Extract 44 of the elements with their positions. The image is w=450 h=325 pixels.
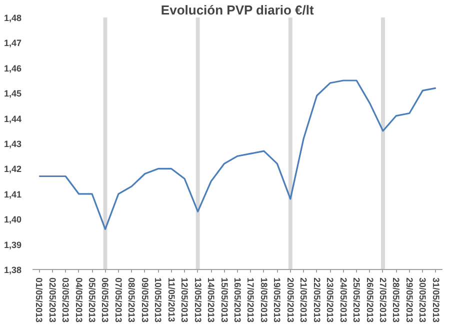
x-tick-label: 10/05/2013 [153,278,164,323]
y-tick-label: 1,41 [4,189,22,200]
x-tick-label: 06/05/2013 [100,278,110,323]
x-tick-label: 15/05/2013 [219,278,230,323]
y-tick-label: 1,40 [4,214,22,225]
x-tick-label: 14/05/2013 [206,278,216,323]
x-tick-label: 07/05/2013 [113,278,124,323]
y-tick-label: 1,45 [4,88,22,99]
x-tick-label: 26/05/2013 [364,278,375,323]
x-tick-label: 23/05/2013 [325,278,336,323]
x-tick-label: 08/05/2013 [126,278,137,323]
line-series [38,80,437,230]
x-tick-label: 24/05/2013 [338,278,348,323]
x-tick-label: 21/05/2013 [298,278,309,323]
y-tick-label: 1,42 [4,164,22,174]
x-tick-label: 30/05/2013 [418,278,428,323]
x-tick-label: 03/05/2013 [60,278,71,323]
y-tick-label: 1,48 [4,13,22,23]
x-tick-label: 28/05/2013 [391,278,402,323]
x-tick-label: 11/05/2013 [166,278,176,322]
x-tick-label: 19/05/2013 [272,278,282,323]
x-tick-label: 13/05/2013 [192,278,203,323]
y-tick-label: 1,47 [4,38,22,48]
x-tick-label: 17/05/2013 [246,278,256,323]
chart-title: Evolución PVP diario €/lt [160,2,315,18]
x-tick-label: 29/05/2013 [404,278,414,323]
y-tick-label: 1,38 [4,265,22,275]
y-tick-label: 1,43 [4,139,22,149]
x-tick-label: 31/05/2013 [430,278,441,323]
x-tick-label: 22/05/2013 [312,278,322,323]
y-tick-label: 1,44 [4,114,22,124]
x-tick-label: 01/05/2013 [34,278,44,323]
x-tick-label: 12/05/2013 [180,278,190,323]
y-tick-label: 1,39 [4,240,22,250]
x-tick-label: 27/05/2013 [378,278,388,323]
x-tick-label: 04/05/2013 [74,278,84,323]
x-tick-label: 16/05/2013 [232,278,242,323]
x-tick-label: 18/05/2013 [258,278,269,323]
x-tick-label: 05/05/2013 [87,278,98,323]
x-tick-label: 09/05/2013 [140,278,150,323]
y-tick-label: 1,46 [4,63,22,74]
x-tick-label: 02/05/2013 [47,278,58,323]
x-tick-label: 20/05/2013 [285,278,296,323]
x-tick-label: 25/05/2013 [352,278,362,323]
